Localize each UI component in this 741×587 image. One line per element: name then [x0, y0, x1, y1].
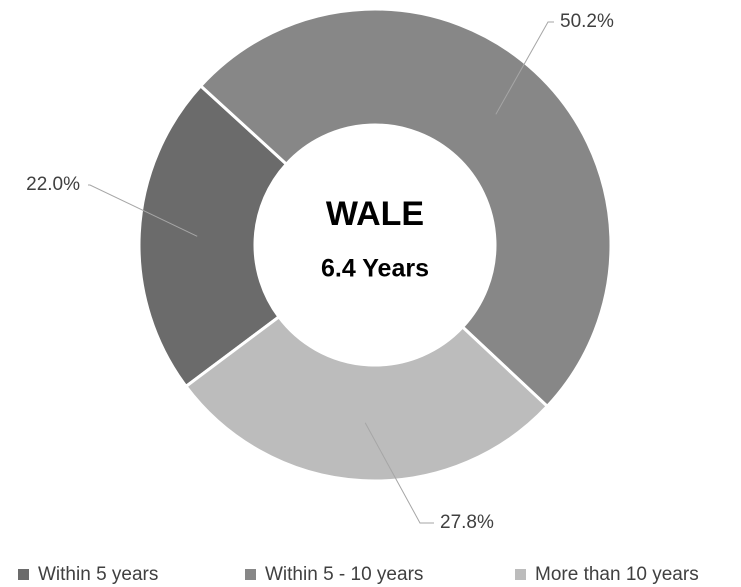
legend-swatch	[245, 569, 256, 580]
donut-segment	[183, 314, 550, 483]
data-label: 22.0%	[26, 174, 80, 195]
center-title: WALE	[326, 195, 424, 233]
leader-line	[364, 422, 434, 524]
leader-line	[88, 184, 198, 237]
data-label: 27.8%	[440, 512, 494, 533]
legend-label: Within 5 - 10 years	[265, 564, 423, 585]
donut-segment	[198, 7, 613, 409]
legend-label: Within 5 years	[38, 564, 158, 585]
data-label: 50.2%	[560, 11, 614, 32]
center-subtitle: 6.4 Years	[321, 255, 429, 283]
legend-label: More than 10 years	[535, 564, 699, 585]
legend-swatch	[18, 569, 29, 580]
leader-line	[495, 21, 554, 115]
donut-segment	[137, 83, 289, 389]
legend-swatch	[515, 569, 526, 580]
